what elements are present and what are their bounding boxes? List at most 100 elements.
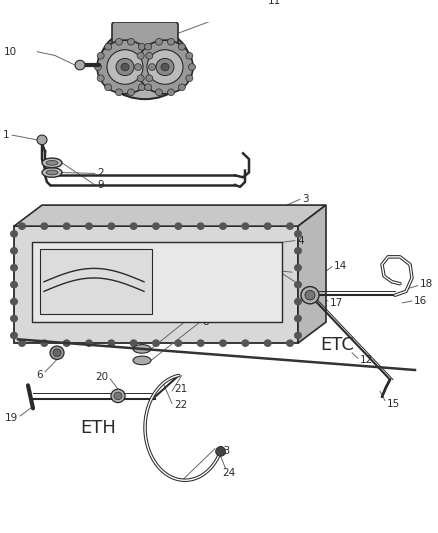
Circle shape [10,264,18,271]
Circle shape [155,89,162,95]
FancyBboxPatch shape [112,22,178,54]
Circle shape [301,287,319,304]
Text: ETH: ETH [80,418,116,437]
Circle shape [130,222,138,230]
Circle shape [155,38,162,45]
Text: 8: 8 [202,317,208,327]
Text: 21: 21 [174,384,187,394]
Circle shape [134,63,141,70]
Circle shape [156,59,174,76]
Text: 3: 3 [302,195,309,204]
Circle shape [294,298,302,305]
Circle shape [121,63,129,71]
Circle shape [130,340,138,347]
Circle shape [97,40,153,94]
Circle shape [188,63,195,70]
Polygon shape [14,205,326,226]
Circle shape [186,75,193,82]
Circle shape [294,332,302,340]
Text: 23: 23 [217,446,230,456]
Circle shape [85,222,93,230]
Circle shape [286,340,294,347]
Ellipse shape [133,345,151,353]
Circle shape [111,389,125,402]
Text: 2: 2 [97,168,104,179]
Circle shape [50,346,64,359]
Circle shape [116,38,123,45]
Circle shape [161,63,169,71]
Circle shape [116,89,123,95]
Circle shape [167,89,174,95]
Circle shape [40,340,48,347]
Text: 15: 15 [387,399,400,409]
Text: 19: 19 [5,413,18,423]
Circle shape [107,50,143,84]
Circle shape [152,222,160,230]
Circle shape [75,60,85,70]
Circle shape [178,84,185,91]
Text: 10: 10 [4,47,17,56]
Circle shape [97,75,104,82]
Text: 4: 4 [297,236,304,246]
Circle shape [127,38,134,45]
Circle shape [10,281,18,288]
Text: 5: 5 [202,304,208,314]
Circle shape [152,340,160,347]
Circle shape [40,222,48,230]
Text: ETC: ETC [320,336,354,354]
Text: 7: 7 [294,267,300,277]
Circle shape [241,340,249,347]
Circle shape [219,222,227,230]
Text: 11: 11 [268,0,281,6]
Text: 9: 9 [97,180,104,190]
Circle shape [85,340,93,347]
Circle shape [186,52,193,59]
Text: 16: 16 [414,296,427,306]
Text: 1: 1 [2,130,9,140]
Circle shape [107,340,115,347]
Circle shape [294,230,302,238]
Circle shape [147,50,183,84]
Circle shape [116,59,134,76]
Circle shape [63,340,71,347]
Circle shape [197,222,205,230]
Text: 14: 14 [334,262,347,271]
Circle shape [97,52,104,59]
Circle shape [10,230,18,238]
Circle shape [53,349,61,357]
Ellipse shape [46,160,58,165]
Circle shape [137,75,144,82]
Ellipse shape [42,168,62,177]
Circle shape [294,314,302,322]
Circle shape [174,222,182,230]
Circle shape [18,340,26,347]
Ellipse shape [42,158,62,168]
Circle shape [137,52,144,59]
Circle shape [294,247,302,255]
Circle shape [114,392,122,400]
Circle shape [146,52,153,59]
Circle shape [264,222,272,230]
Ellipse shape [133,356,151,365]
Polygon shape [14,226,298,343]
Circle shape [197,340,205,347]
Circle shape [10,314,18,322]
Circle shape [18,222,26,230]
Text: 20: 20 [95,372,108,382]
Text: 12: 12 [360,356,373,366]
Text: 18: 18 [420,279,433,289]
Polygon shape [298,205,326,343]
Circle shape [215,447,226,456]
Circle shape [178,43,185,50]
Circle shape [219,340,227,347]
Circle shape [137,40,193,94]
Text: 17: 17 [330,298,343,308]
Circle shape [294,264,302,271]
Circle shape [10,247,18,255]
Circle shape [148,63,155,70]
Circle shape [286,222,294,230]
Circle shape [10,332,18,340]
Ellipse shape [46,170,58,175]
Text: 6: 6 [36,370,43,380]
Circle shape [167,38,174,45]
